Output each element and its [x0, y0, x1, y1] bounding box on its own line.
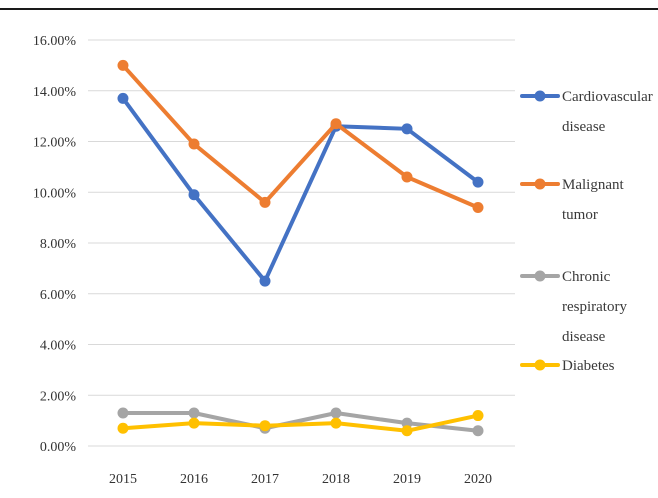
data-point [259, 420, 271, 432]
legend-item: Malignant tumor [520, 177, 624, 223]
legend-swatch-marker [534, 90, 546, 102]
data-point [401, 171, 413, 183]
legend-label: Diabetes [562, 358, 615, 374]
y-tick-label: 8.00% [40, 237, 77, 252]
legend-label: Chronic [562, 269, 611, 285]
data-point [117, 59, 129, 71]
data-point [188, 417, 200, 429]
top-border-rule [0, 8, 658, 10]
data-point [472, 176, 484, 188]
legend-label: Malignant [562, 177, 624, 193]
legend-item: Cardiovascular disease [520, 89, 653, 135]
legend-item: Diabetes [520, 358, 615, 374]
x-tick-label: 2017 [251, 472, 279, 487]
y-tick-label: 2.00% [40, 389, 77, 404]
data-point [330, 417, 342, 429]
legend-label: Cardiovascular [562, 89, 653, 105]
series-malignant-tumor [117, 59, 484, 213]
series-chronic-respiratory-disease [117, 407, 484, 437]
y-tick-label: 12.00% [33, 136, 77, 151]
x-axis-tick-labels: 2015 2016 2017 2018 2019 2020 [109, 472, 492, 487]
data-series [117, 59, 484, 437]
y-tick-label: 4.00% [40, 339, 77, 354]
y-tick-label: 0.00% [40, 440, 77, 455]
data-point [117, 407, 129, 419]
x-tick-label: 2020 [464, 472, 492, 487]
x-tick-label: 2016 [180, 472, 208, 487]
x-tick-label: 2015 [109, 472, 137, 487]
series-cardiovascular-disease [117, 92, 484, 287]
y-tick-label: 14.00% [33, 85, 77, 100]
legend-swatch-marker [534, 359, 546, 371]
series-line [121, 411, 480, 433]
legend-swatch-marker [534, 178, 546, 190]
series-line [121, 63, 480, 210]
y-tick-label: 6.00% [40, 288, 77, 303]
series-line [121, 413, 480, 433]
x-tick-label: 2019 [393, 472, 421, 487]
data-point [117, 422, 129, 434]
data-point [472, 425, 484, 437]
data-point [330, 407, 342, 419]
y-tick-label: 10.00% [33, 186, 77, 201]
gridlines [88, 39, 515, 447]
x-tick-label: 2018 [322, 472, 350, 487]
y-tick-label: 16.00% [33, 34, 77, 49]
data-point [188, 189, 200, 201]
data-point [259, 275, 271, 287]
data-point [259, 196, 271, 208]
data-point [188, 407, 200, 419]
data-point [330, 118, 342, 130]
data-point [401, 417, 413, 429]
data-point [117, 92, 129, 104]
data-point [472, 410, 484, 422]
legend-label: disease [562, 329, 606, 345]
legend-label: tumor [562, 207, 598, 223]
y-axis-tick-labels: 0.00% 2.00% 4.00% 6.00% 8.00% 10.00% 12.00% 14.… [33, 34, 77, 455]
data-point [401, 425, 413, 437]
legend-item: Chronic respiratory disease [520, 269, 627, 345]
legend-label: disease [562, 119, 606, 135]
series-line [121, 96, 480, 284]
data-point [188, 138, 200, 150]
data-point [472, 201, 484, 213]
series-diabetes [117, 410, 484, 437]
legend: Cardiovascular disease Malignant tumor Chron… [520, 89, 653, 374]
legend-swatch-marker [534, 270, 546, 282]
legend-label: respiratory [562, 299, 627, 315]
data-point [401, 123, 413, 135]
